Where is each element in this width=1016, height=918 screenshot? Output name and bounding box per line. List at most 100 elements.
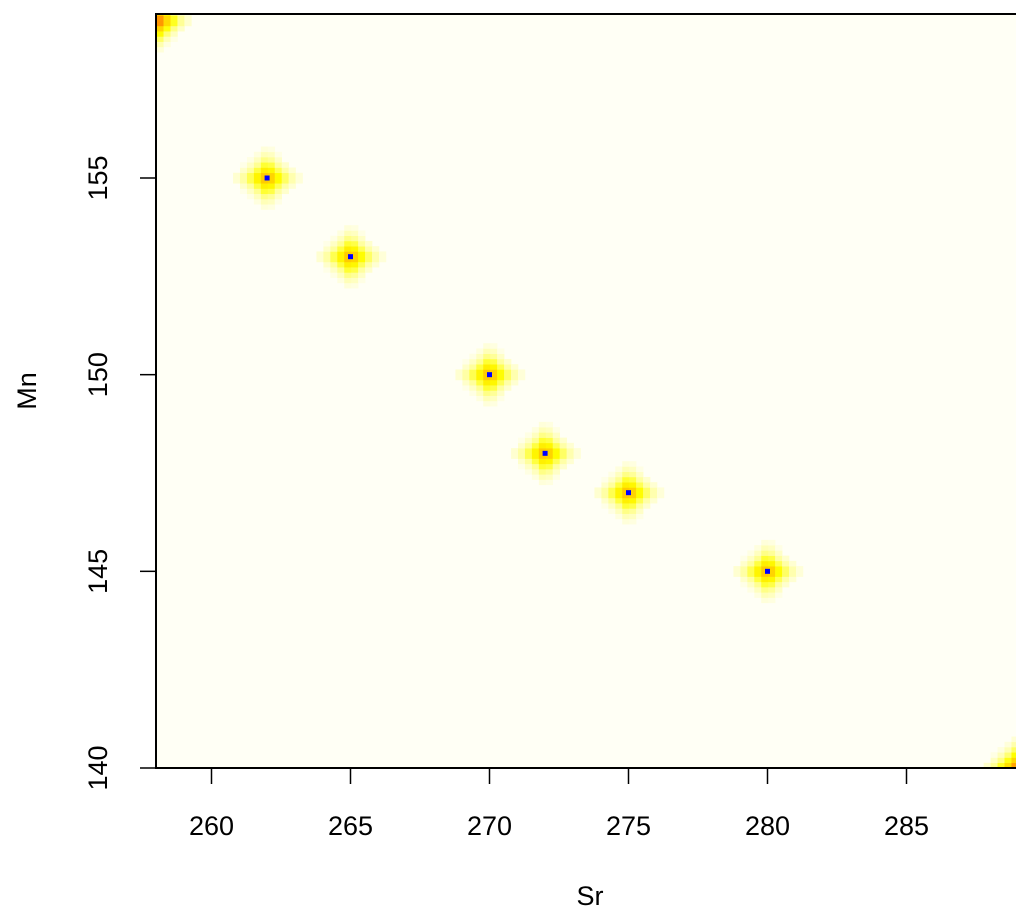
y-tick-label: 155: [83, 155, 113, 200]
heatmap-cell: [782, 576, 790, 583]
heatmap-cell: [622, 471, 630, 478]
heatmap-cell: [504, 358, 512, 365]
heatmap-cell: [476, 390, 484, 396]
heatmap-cell: [517, 463, 526, 470]
heatmap-cell: [761, 545, 769, 551]
heatmap-cell: [643, 482, 651, 488]
heatmap-cell: [754, 576, 762, 583]
heatmap-cell: [253, 167, 262, 174]
heatmap-cell: [629, 476, 637, 483]
heatmap-cell: [497, 395, 505, 402]
heatmap-cell: [344, 282, 352, 289]
heatmap-cell: [177, 25, 185, 32]
heatmap-cell: [629, 471, 637, 478]
heatmap-cell: [295, 178, 303, 184]
heatmap-cell: [267, 183, 276, 189]
heatmap-cell: [267, 193, 276, 200]
heatmap-cell: [629, 487, 637, 493]
heatmap-cell: [629, 482, 637, 488]
heatmap-cell: [372, 256, 380, 263]
heatmap-cell: [1011, 757, 1016, 764]
heatmap-cell: [524, 437, 533, 444]
heatmap-cell: [469, 353, 477, 360]
x-tick-label: 280: [745, 811, 790, 841]
heatmap-cell: [351, 267, 359, 273]
heatmap-cell: [559, 453, 567, 459]
heatmap-cell: [490, 358, 498, 365]
heatmap-cell: [608, 476, 616, 483]
heatmap-cell: [629, 461, 637, 467]
heatmap-cell: [295, 172, 303, 179]
heatmap-cell: [754, 550, 762, 556]
heatmap-cell: [337, 246, 345, 252]
heatmap-cell: [469, 358, 477, 365]
heatmap-cell: [538, 469, 547, 475]
heatmap-cell: [253, 188, 262, 195]
heatmap-cell: [608, 471, 616, 478]
heatmap-cell: [990, 752, 998, 758]
heatmap-cell: [566, 448, 574, 454]
heatmap-cell: [170, 15, 178, 21]
heatmap-cell: [740, 581, 748, 588]
heatmap-cell: [622, 513, 630, 520]
heatmap-cell: [768, 581, 776, 588]
heatmap-cell: [545, 463, 554, 470]
heatmap-cell: [789, 560, 797, 567]
heatmap-cell: [260, 188, 269, 195]
heatmap-cell: [747, 566, 755, 572]
heatmap-cell: [636, 513, 644, 520]
heatmap-cell: [253, 198, 262, 205]
heatmap-cell: [177, 20, 185, 27]
x-axis: 260 265 270 275 280 285: [189, 767, 929, 841]
heatmap-cell: [789, 571, 797, 577]
heatmap-cell: [545, 479, 554, 486]
heatmap-cell: [281, 162, 289, 168]
heatmap-cells: [156, 14, 1016, 769]
heatmap-cell: [615, 476, 623, 483]
heatmap-cell: [476, 348, 484, 355]
heatmap-cell: [351, 240, 359, 247]
heatmap-cell: [761, 571, 769, 577]
heatmap-cell: [323, 240, 331, 247]
heatmap-cell: [330, 256, 338, 263]
heatmap-cell: [545, 427, 554, 433]
heatmap-cell: [490, 379, 498, 386]
heatmap-cell: [643, 503, 651, 509]
heatmap-cell: [524, 432, 533, 438]
heatmap-cell: [531, 432, 540, 438]
heatmap-cell: [483, 343, 491, 349]
heatmap-cell: [559, 437, 567, 444]
heatmap-cell: [233, 172, 241, 179]
heatmap-cell: [504, 385, 512, 391]
heatmap-cell: [351, 235, 359, 242]
x-tick-label: 260: [189, 811, 234, 841]
heatmap-cell: [490, 364, 498, 370]
heatmap-cell: [517, 437, 526, 444]
heatmap-cell: [476, 369, 484, 375]
heatmap-cell: [490, 395, 498, 402]
heatmap-cell: [782, 571, 790, 577]
heatmap-cell: [504, 374, 512, 381]
heatmap-cell: [531, 437, 540, 444]
heatmap-cell: [490, 390, 498, 396]
heatmap-cell: [274, 151, 282, 158]
heatmap-cell: [636, 482, 644, 488]
heatmap-cell: [761, 597, 769, 604]
heatmap-cell: [795, 571, 804, 577]
x-axis-label: Sr: [577, 881, 604, 911]
heatmap-cell: [351, 246, 359, 252]
heatmap-background: [156, 14, 1016, 768]
heatmap-cell: [344, 272, 352, 278]
heatmap-cell: [469, 379, 477, 386]
x-tick-label: 265: [328, 811, 373, 841]
heatmap-cell: [497, 379, 505, 386]
heatmap-cell: [782, 560, 790, 567]
heatmap-cell: [1004, 757, 1012, 764]
heatmap-cell: [538, 458, 547, 465]
heatmap-cell: [573, 448, 581, 454]
heatmap-cell: [747, 571, 755, 577]
heatmap-cell: [768, 539, 776, 546]
heatmap-cell: [775, 545, 783, 551]
heatmap-cell: [163, 36, 171, 42]
heatmap-cell: [260, 157, 269, 163]
